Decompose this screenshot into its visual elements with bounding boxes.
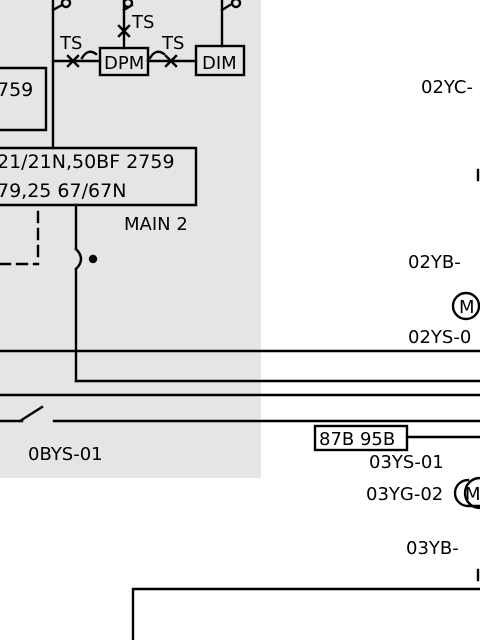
link-arc: [74, 247, 83, 271]
main2-label: MAIN 2: [124, 214, 188, 235]
ts-left-label: TS: [59, 33, 82, 54]
dim-box: [194, 44, 246, 77]
relay2-box: [0, 146, 198, 207]
ts-mark: [164, 54, 178, 68]
motor-symbol: [451, 291, 480, 321]
dpm-box: [98, 46, 150, 77]
ts-arc: [80, 50, 98, 60]
relay1-label: 759: [0, 79, 33, 101]
relay1-box: [0, 66, 48, 132]
wire: [220, 3, 232, 12]
dpm-label: DPM: [104, 53, 144, 74]
ts-right-label: TS: [161, 33, 184, 54]
terminal-dot: [88, 254, 98, 264]
switch-blade: [18, 405, 44, 423]
motor-label-bottom: M: [465, 484, 480, 505]
wire: [51, 3, 64, 12]
ts-top-label: TS: [131, 12, 154, 33]
relay2-line1: 21/21N,50BF 2759: [0, 151, 175, 173]
box-878-label: 87B 95B: [319, 429, 395, 450]
ts-mark: [66, 54, 80, 68]
motor-label-top: M: [459, 297, 475, 318]
label-02yb: 02YB-: [408, 252, 461, 273]
wire: [122, 3, 134, 12]
label-03ys: 03YS-01: [369, 452, 444, 473]
terminal-circle: [230, 0, 242, 9]
label-03yb: 03YB-: [406, 538, 459, 559]
dim-label: DIM: [202, 53, 237, 74]
bottom-box: [131, 587, 480, 640]
label-02ys: 02YS-0: [408, 327, 471, 348]
obys-label: 0BYS-01: [28, 444, 103, 465]
protection-panel-area: [0, 0, 261, 478]
ts-arc: [148, 50, 166, 60]
relay2-line2: 79,25 67/67N: [0, 180, 126, 202]
motor-symbol: [453, 478, 480, 508]
ts-mark: [117, 24, 131, 38]
label-02yc: 02YC-: [421, 77, 473, 98]
terminal-circle: [60, 0, 72, 9]
label-03yg: 03YG-02: [366, 484, 443, 505]
